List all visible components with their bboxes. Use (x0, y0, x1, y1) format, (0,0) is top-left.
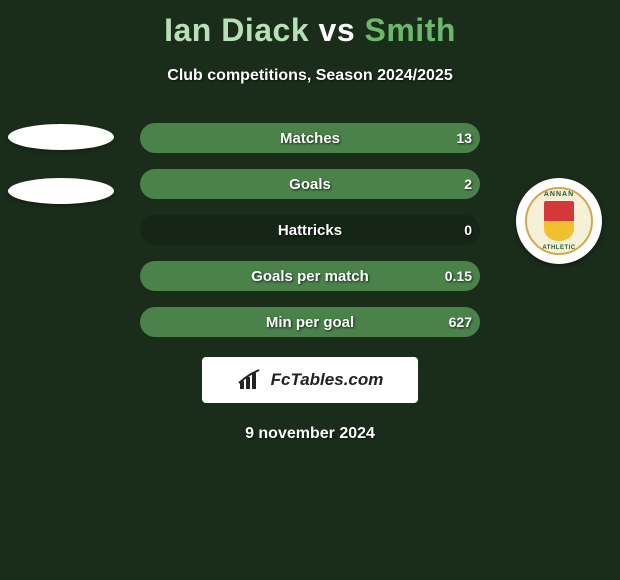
date-text: 9 november 2024 (0, 425, 620, 443)
stat-label: Matches (140, 123, 480, 153)
stat-value-right: 0 (464, 215, 472, 245)
stat-value-right: 627 (449, 307, 472, 337)
stat-bar: Goals2 (140, 169, 480, 199)
club-badge-text-top: ANNAN (527, 191, 591, 198)
club-badge: ANNAN ATHLETIC (516, 178, 602, 264)
stat-value-right: 2 (464, 169, 472, 199)
stat-label: Goals per match (140, 261, 480, 291)
club-badge-inner: ANNAN ATHLETIC (525, 187, 593, 255)
subtitle: Club competitions, Season 2024/2025 (0, 67, 620, 85)
club-badge-shield-icon (544, 201, 574, 241)
stat-bar: Matches13 (140, 123, 480, 153)
fctables-logo[interactable]: FcTables.com (202, 357, 418, 403)
logo-text: FcTables.com (271, 370, 384, 390)
player2-name: Smith (365, 12, 456, 48)
vs-text: vs (319, 12, 356, 48)
stat-value-right: 0.15 (445, 261, 472, 291)
stat-bar: Min per goal627 (140, 307, 480, 337)
bar-chart-icon (237, 369, 265, 391)
stat-label: Min per goal (140, 307, 480, 337)
player1-name: Ian Diack (164, 12, 309, 48)
player-placeholder-oval (8, 124, 114, 150)
stat-row: Goals per match0.15 (0, 261, 620, 291)
stat-label: Hattricks (140, 215, 480, 245)
stat-row: Min per goal627 (0, 307, 620, 337)
stat-value-right: 13 (456, 123, 472, 153)
stat-label: Goals (140, 169, 480, 199)
stat-bar: Goals per match0.15 (140, 261, 480, 291)
player-placeholder-oval (8, 178, 114, 204)
stat-bar: Hattricks0 (140, 215, 480, 245)
club-badge-text-bottom: ATHLETIC (527, 245, 591, 251)
comparison-title: Ian Diack vs Smith (0, 0, 620, 49)
